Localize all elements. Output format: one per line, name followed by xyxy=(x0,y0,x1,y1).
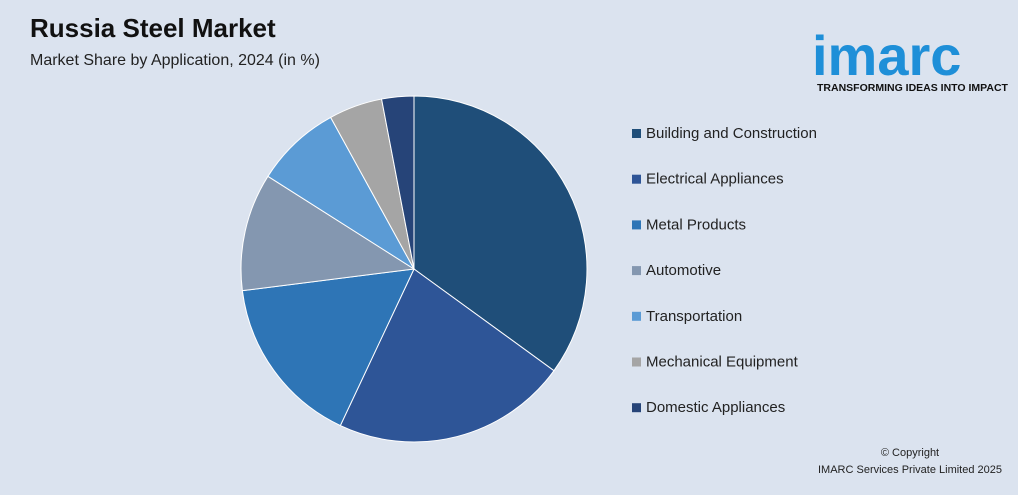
legend-marker xyxy=(632,311,641,321)
copyright-owner: IMARC Services Private Limited 2025 xyxy=(818,464,1002,476)
pie-slice xyxy=(413,95,588,372)
legend-marker xyxy=(632,174,641,184)
legend-marker xyxy=(632,129,641,138)
chart-title: Russia Steel Market xyxy=(30,13,276,43)
pie-slice xyxy=(240,175,416,292)
legend-label: Automotive xyxy=(646,262,721,279)
logo-tagline: TRANSFORMING IDEAS INTO IMPACT xyxy=(817,82,1009,94)
legend-label: Transportation xyxy=(646,308,742,325)
legend-label: Mechanical Equipment xyxy=(646,353,799,370)
copyright: © Copyright xyxy=(881,447,939,459)
legend-label: Domestic Appliances xyxy=(646,399,785,416)
legend-label: Metal Products xyxy=(646,216,746,233)
pie-slice xyxy=(380,95,415,270)
logo-name: imarc xyxy=(812,24,961,87)
legend-marker xyxy=(632,220,641,230)
chart-subtitle: Market Share by Application, 2024 (in %) xyxy=(30,52,320,69)
legend-label: Electrical Appliances xyxy=(646,171,784,188)
pie-slice xyxy=(241,268,415,427)
legend-marker xyxy=(632,357,641,367)
legend-label: Building and Construction xyxy=(646,125,817,142)
legend-marker xyxy=(632,403,641,413)
legend-marker xyxy=(632,266,641,276)
